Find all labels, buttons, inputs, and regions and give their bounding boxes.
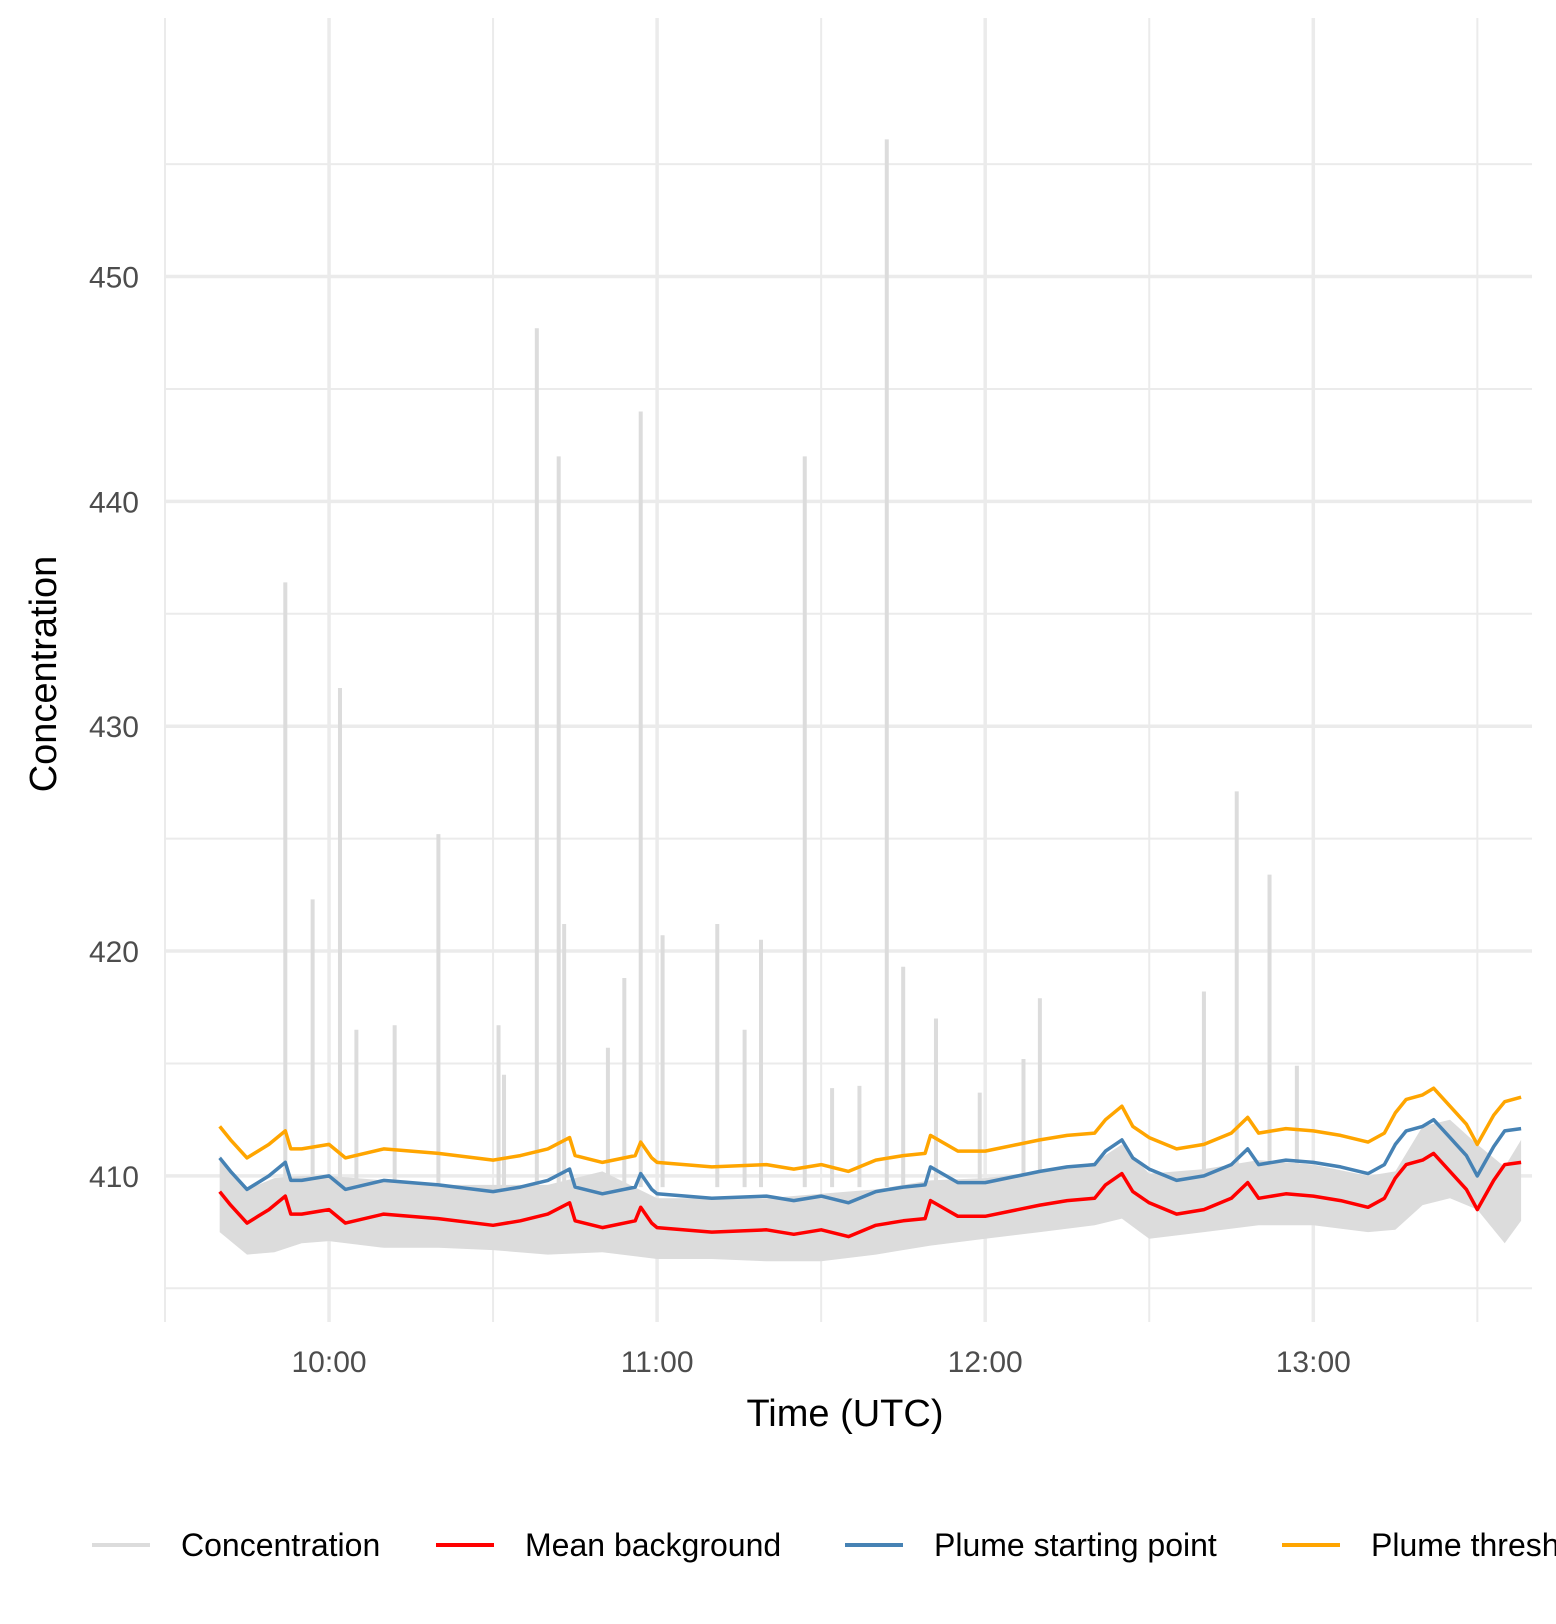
x-axis-tick-labels: 10:00 11:00 12:00 13:00 bbox=[292, 1346, 1351, 1379]
legend-label: Mean background bbox=[525, 1527, 781, 1563]
y-tick-label: 420 bbox=[89, 936, 139, 969]
x-tick-label: 13:00 bbox=[1276, 1346, 1351, 1379]
concentration-band bbox=[219, 1119, 1522, 1262]
major-gridlines bbox=[165, 18, 1532, 1322]
y-tick-label: 410 bbox=[89, 1161, 139, 1194]
x-tick-label: 10:00 bbox=[292, 1346, 367, 1379]
series-layer bbox=[218, 139, 1522, 1262]
x-axis-title: Time (UTC) bbox=[747, 1393, 944, 1435]
legend-label: Concentration bbox=[181, 1527, 380, 1563]
series-line-plume-starting-point bbox=[218, 1117, 1522, 1205]
x-tick-label: 12:00 bbox=[948, 1346, 1023, 1379]
legend-label: Plume starting point bbox=[934, 1527, 1217, 1563]
y-tick-label: 450 bbox=[89, 262, 139, 295]
y-axis-title: Concentration bbox=[23, 556, 65, 793]
minor-gridlines bbox=[164, 18, 1532, 1322]
series-line-plume-threshold bbox=[218, 1086, 1522, 1174]
x-tick-label: 11:00 bbox=[621, 1346, 694, 1379]
y-axis-tick-labels: 410 420 430 440 450 bbox=[89, 262, 139, 1194]
y-tick-label: 430 bbox=[89, 711, 139, 744]
legend-label: Plume threshold bbox=[1371, 1527, 1556, 1563]
legend: Concentration Mean background Plume starti… bbox=[92, 1527, 1556, 1563]
y-tick-label: 440 bbox=[89, 486, 139, 519]
series-line-mean-background bbox=[218, 1151, 1522, 1239]
